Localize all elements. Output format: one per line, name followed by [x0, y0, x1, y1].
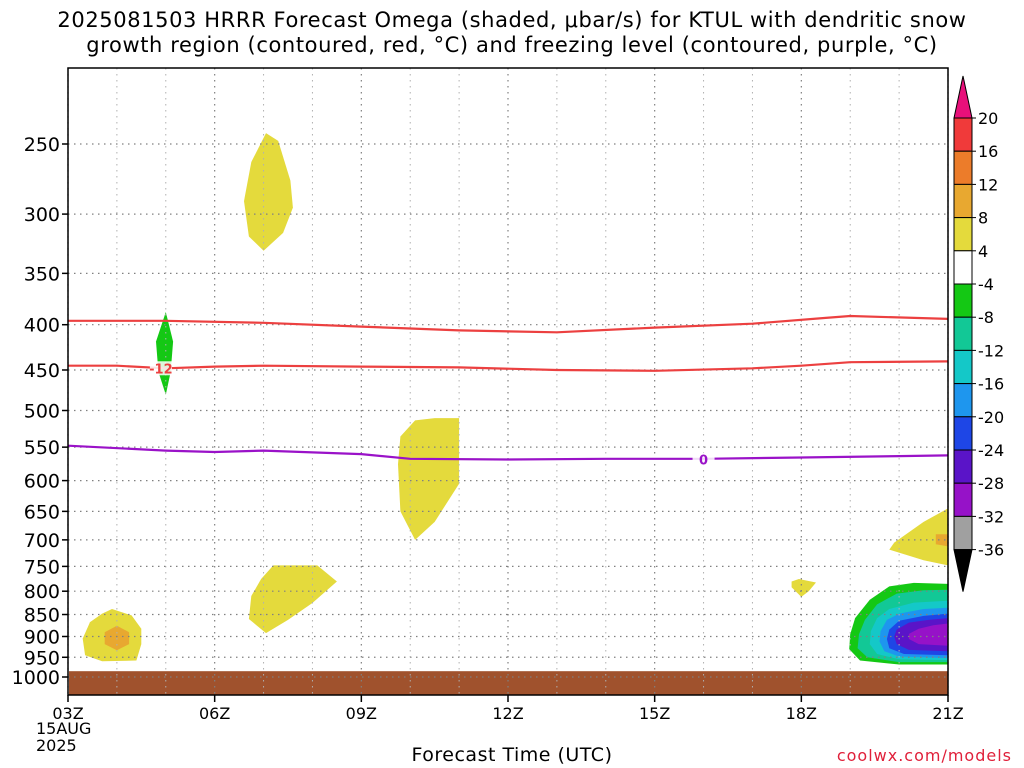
colorbar-swatch — [953, 482, 973, 517]
y-tick-label: 1000 — [12, 667, 60, 689]
colorbar-swatch — [953, 416, 973, 451]
x-tick-label: 21Z — [932, 704, 963, 723]
x-tick-label: 06Z — [199, 704, 230, 723]
axis-layer: 2503003504004505005506006507007508008509… — [12, 67, 964, 723]
omega-shaded-area — [908, 623, 948, 646]
colorbar-swatch — [953, 283, 973, 318]
omega-shading-layer — [82, 133, 948, 665]
colorbar-label: 8 — [978, 209, 988, 228]
colorbar-label: -8 — [978, 308, 994, 327]
colorbar-label: -32 — [978, 507, 1004, 526]
colorbar-swatch — [953, 117, 973, 152]
chart-title-line-1: 2025081503 HRRR Forecast Omega (shaded, … — [57, 8, 967, 32]
y-tick-label: 800 — [24, 581, 60, 603]
credit-link[interactable]: coolwx.com/models — [836, 746, 1012, 765]
contour-line — [68, 444, 948, 461]
colorbar-top-arrow — [953, 75, 973, 119]
y-tick-label: 300 — [24, 204, 60, 226]
x-tick-label: 18Z — [786, 704, 817, 723]
colorbar-swatch — [953, 316, 973, 351]
colorbar-label: 16 — [978, 142, 998, 161]
colorbar-swatch — [953, 150, 973, 185]
x-tick-label: 09Z — [346, 704, 377, 723]
x-tick-label: 03Z — [52, 704, 83, 723]
omega-shaded-area — [244, 133, 293, 251]
y-tick-label: 700 — [24, 530, 60, 552]
colorbar-bottom-arrow — [953, 549, 973, 592]
y-tick-label: 400 — [24, 315, 60, 337]
date-label: 15AUG 2025 — [36, 720, 91, 754]
colorbar-swatch — [953, 515, 973, 551]
y-tick-label: 550 — [24, 437, 60, 459]
colorbar-label: 20 — [978, 109, 998, 128]
date-label-day: 15AUG — [36, 719, 92, 738]
colorbar-swatch — [953, 250, 973, 285]
y-tick-label: 750 — [24, 556, 60, 578]
grid-layer — [67, 68, 949, 695]
contour-label: 0 — [699, 454, 708, 469]
y-tick-label: 250 — [24, 134, 60, 156]
y-tick-label: 850 — [24, 605, 60, 627]
colorbar-swatch — [953, 183, 973, 219]
contour-label-bg — [149, 361, 172, 376]
y-tick-label: 950 — [24, 647, 60, 669]
omega-shaded-area — [248, 565, 337, 634]
colorbar-label: -4 — [978, 275, 994, 294]
colorbar-label: -12 — [978, 341, 1004, 360]
omega-shaded-area — [935, 534, 948, 547]
colorbar-swatch — [953, 449, 973, 484]
y-tick-label: 500 — [24, 401, 60, 423]
colorbar-label: 12 — [978, 175, 998, 194]
colorbar: 20 16 12 8 4 -4 -8 -12 -16 -20 -24 -28 -32 -36 — [953, 75, 1004, 592]
colorbar-swatch — [953, 383, 973, 418]
colorbar-swatch — [953, 217, 973, 252]
colorbar-swatch — [953, 349, 973, 385]
x-tick-label: 15Z — [639, 704, 670, 723]
omega-shaded-area — [398, 418, 460, 540]
contour-layer: -12 0 — [68, 314, 948, 469]
y-tick-label: 600 — [24, 471, 60, 493]
colorbar-label: -24 — [978, 441, 1004, 460]
date-label-year: 2025 — [36, 736, 77, 755]
x-tick-label: 12Z — [492, 704, 523, 723]
y-tick-label: 650 — [24, 501, 60, 523]
colorbar-label: -16 — [978, 375, 1004, 394]
omega-shaded-area — [791, 579, 816, 597]
colorbar-label: -20 — [978, 408, 1004, 427]
x-axis-label: Forecast Time (UTC) — [411, 744, 613, 766]
contour-label: -12 — [149, 362, 173, 377]
y-tick-label: 450 — [24, 360, 60, 382]
chart-title-line-2: growth region (contoured, red, °C) and f… — [86, 33, 938, 57]
colorbar-label: 4 — [978, 242, 988, 261]
omega-shaded-area — [889, 508, 948, 566]
contour-line — [68, 314, 948, 334]
contour-label-bg — [692, 452, 715, 467]
colorbar-label: -28 — [978, 474, 1004, 493]
y-tick-label: 350 — [24, 263, 60, 285]
colorbar-label: -36 — [978, 541, 1004, 560]
y-tick-label: 900 — [24, 626, 60, 648]
